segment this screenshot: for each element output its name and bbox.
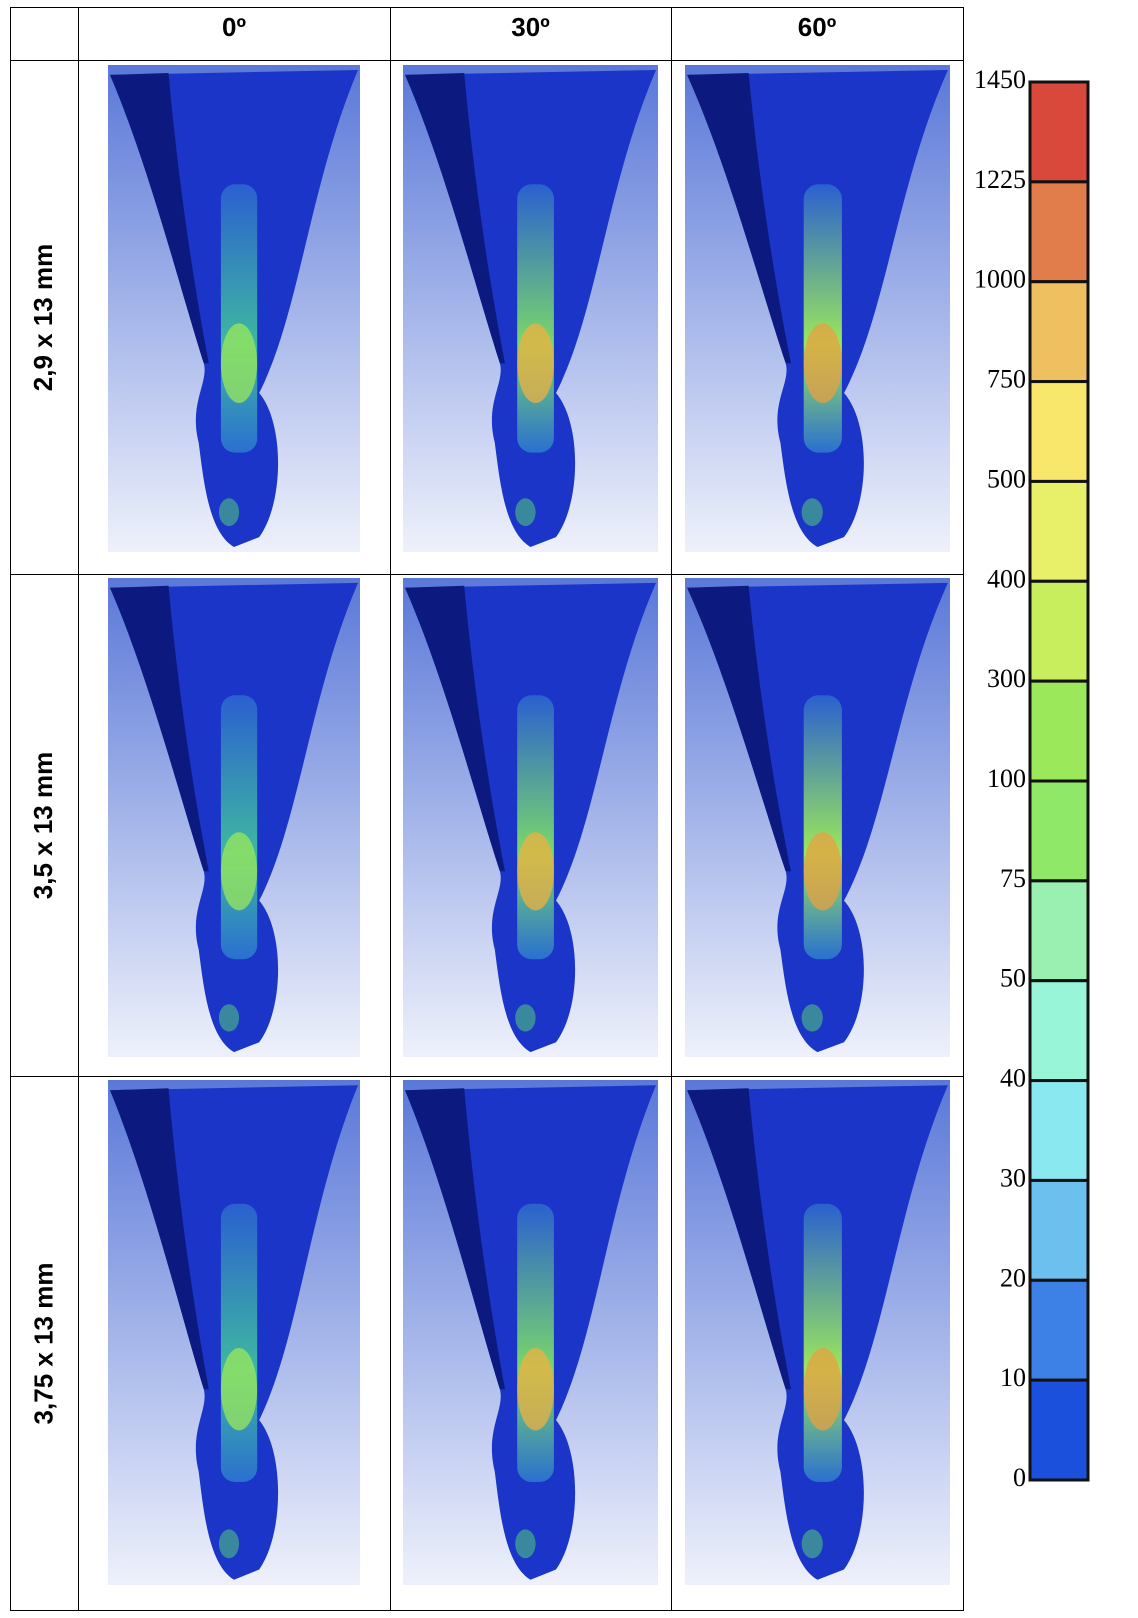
table-border xyxy=(390,7,391,1610)
legend-label: 20 xyxy=(1000,1263,1026,1292)
legend-swatch xyxy=(1028,1178,1090,1282)
table-border xyxy=(671,7,672,1610)
legend-swatch xyxy=(1028,280,1090,384)
table-border xyxy=(963,7,964,1610)
legend-label: 750 xyxy=(987,365,1026,394)
row-label: 3,5 x 13 mm xyxy=(10,574,78,1076)
table-border xyxy=(10,60,964,61)
legend-label: 1000 xyxy=(974,265,1026,294)
legend-swatch xyxy=(1028,479,1090,583)
table-border xyxy=(10,7,964,8)
legend-swatch xyxy=(1028,380,1090,483)
legend-swatch xyxy=(1028,579,1090,683)
legend-label: 100 xyxy=(987,764,1026,793)
table-border xyxy=(78,7,79,1610)
legend-swatch xyxy=(1028,1079,1090,1182)
stress-image xyxy=(108,578,360,1057)
column-header: 60º xyxy=(797,12,837,42)
legend-label: 1450 xyxy=(974,65,1026,94)
row-label-text: 3,75 x 13 mm xyxy=(28,1262,59,1424)
legend-label: 40 xyxy=(1000,1064,1026,1093)
table-border xyxy=(10,7,11,1610)
legend-swatch xyxy=(1028,1278,1090,1382)
legend-swatch xyxy=(1028,679,1090,783)
stress-image xyxy=(403,1080,658,1585)
row-label-text: 3,5 x 13 mm xyxy=(28,751,59,899)
column-header: 0º xyxy=(222,12,246,42)
stress-image xyxy=(685,65,950,552)
legend-swatch xyxy=(1028,879,1090,983)
table-border xyxy=(10,1610,964,1611)
legend-label: 50 xyxy=(1000,964,1026,993)
stress-image xyxy=(108,1080,360,1585)
legend-swatch xyxy=(1028,779,1090,883)
row-label-text: 2,9 x 13 mm xyxy=(28,243,59,391)
legend-swatch xyxy=(1028,1378,1090,1482)
legend-label: 1225 xyxy=(974,165,1026,194)
stress-image xyxy=(685,1080,950,1585)
stress-image xyxy=(403,578,658,1057)
legend-label: 500 xyxy=(987,464,1026,493)
table-border xyxy=(10,574,964,575)
stress-image xyxy=(108,65,360,552)
legend-label: 75 xyxy=(1000,864,1026,893)
row-label: 2,9 x 13 mm xyxy=(10,60,78,574)
legend-label: 10 xyxy=(1000,1363,1026,1392)
legend-label: 300 xyxy=(987,664,1026,693)
legend-swatch xyxy=(1028,180,1090,284)
legend-label: 30 xyxy=(1000,1163,1026,1192)
stress-image xyxy=(403,65,658,552)
row-label: 3,75 x 13 mm xyxy=(10,1076,78,1610)
legend-label: 0 xyxy=(1013,1463,1026,1492)
column-header: 30º xyxy=(511,12,550,42)
legend-swatch xyxy=(1028,979,1090,1083)
legend-swatch xyxy=(1028,80,1090,184)
table-border xyxy=(10,1076,964,1077)
stress-image xyxy=(685,578,950,1057)
legend-label: 400 xyxy=(987,564,1026,593)
